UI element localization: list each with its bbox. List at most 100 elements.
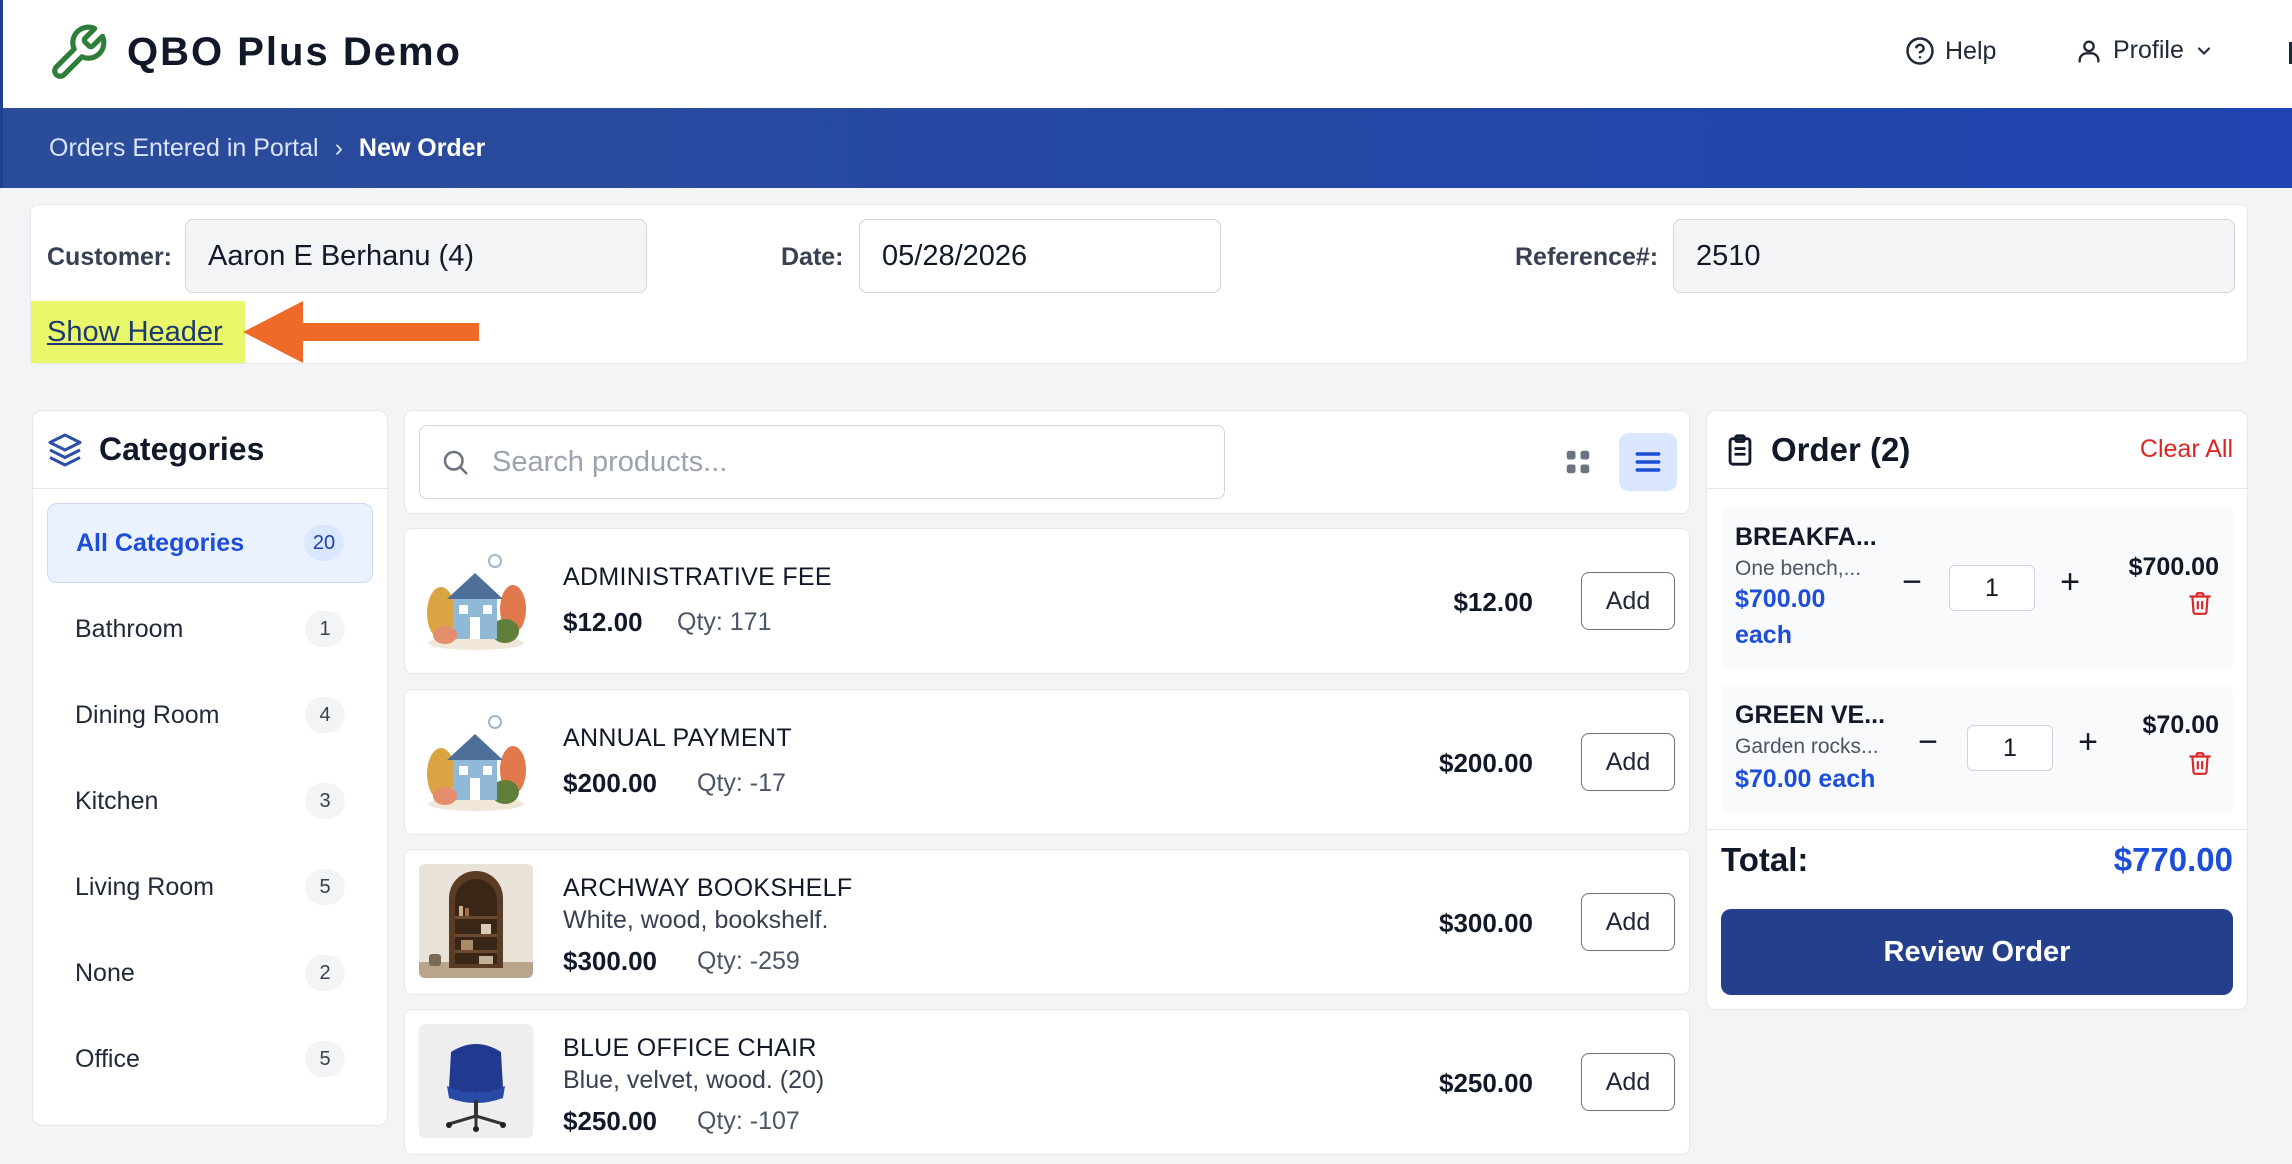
category-count-badge: 1 (305, 611, 345, 647)
total-value: $770.00 (2113, 841, 2233, 878)
wrench-icon (52, 24, 107, 79)
order-item-each-label: each (1735, 621, 1792, 649)
product-image (419, 864, 533, 978)
product-line-price: $300.00 (1439, 908, 1533, 938)
profile-menu[interactable]: Profile (2075, 36, 2214, 65)
grid-view-button[interactable] (1555, 439, 1601, 485)
house-illustration-icon (419, 543, 533, 657)
order-line-item: BREAKFA... One bench,... $700.00 each − 1… (1721, 507, 2233, 669)
product-image (419, 1024, 533, 1138)
product-qty: Qty: -17 (697, 769, 786, 797)
order-header-card: Customer: Aaron E Berhanu (4) Date: 05/2… (30, 204, 2248, 364)
house-illustration-icon (419, 704, 533, 818)
order-total-row: Total: $770.00 (1721, 841, 2233, 879)
category-label: Kitchen (75, 786, 159, 815)
user-icon (2078, 40, 2100, 63)
order-item-total: $70.00 (2142, 711, 2219, 739)
increase-qty-button[interactable]: + (2060, 563, 2080, 601)
product-price: $250.00 (563, 1106, 657, 1136)
order-item-unit-price: $70.00 each (1735, 765, 1876, 793)
product-price: $300.00 (563, 946, 657, 976)
product-toolbar: Search products... (404, 410, 1690, 514)
product-price: $200.00 (563, 768, 657, 798)
order-panel: Order (2) Clear All BREAKFA... One bench… (1706, 410, 2248, 1010)
reference-field[interactable]: 2510 (1673, 219, 2235, 293)
categories-title: Categories (99, 431, 265, 467)
show-header-highlight: Show Header (31, 301, 245, 363)
category-item-none[interactable]: None 2 (47, 933, 373, 1013)
breadcrumb-parent-link[interactable]: Orders Entered in Portal (49, 134, 319, 162)
product-price: $12.00 (563, 607, 643, 637)
category-item-bathroom[interactable]: Bathroom 1 (47, 589, 373, 669)
product-row: ADMINISTRATIVE FEE $12.00 Qty: 171 $12.0… (404, 528, 1690, 674)
top-bar: QBO Plus Demo Help Profile (0, 0, 2292, 108)
product-description: Blue, velvet, wood. (20) (563, 1066, 825, 1094)
add-product-button[interactable]: Add (1581, 733, 1675, 791)
quantity-input[interactable]: 1 (1949, 565, 2035, 611)
trash-icon[interactable] (2187, 749, 2213, 777)
breadcrumb-current: New Order (358, 134, 486, 162)
total-label: Total: (1721, 841, 1809, 878)
categories-header: Categories (33, 411, 387, 489)
add-product-button[interactable]: Add (1581, 572, 1675, 630)
customer-field[interactable]: Aaron E Berhanu (4) (185, 219, 647, 293)
product-row: ARCHWAY BOOKSHELF White, wood, bookshelf… (404, 849, 1690, 995)
category-count-badge: 3 (305, 783, 345, 819)
order-item-description: Garden rocks... (1735, 735, 1879, 758)
product-name: BLUE OFFICE CHAIR (563, 1034, 817, 1062)
menu-edge-indicator[interactable] (2289, 42, 2292, 64)
category-item-living-room[interactable]: Living Room 5 (47, 847, 373, 927)
help-circle-icon (1906, 37, 1934, 65)
search-input[interactable]: Search products... (419, 425, 1225, 499)
category-count-badge: 20 (304, 525, 344, 561)
order-item-description: One bench,... (1735, 557, 1862, 580)
categories-panel: Categories All Categories 20 Bathroom 1 Di… (32, 410, 388, 1126)
search-placeholder: Search products... (492, 445, 728, 478)
customer-label: Customer: (47, 243, 173, 271)
decrease-qty-button[interactable]: − (1918, 723, 1938, 761)
app-title: QBO Plus Demo (127, 30, 462, 74)
add-product-button[interactable]: Add (1581, 893, 1675, 951)
trash-icon[interactable] (2187, 589, 2213, 617)
category-label: Living Room (75, 872, 214, 901)
increase-qty-button[interactable]: + (2078, 723, 2098, 761)
order-item-name: BREAKFA... (1735, 523, 1877, 551)
breadcrumb-separator: › (334, 134, 343, 162)
annotation-arrow (243, 301, 479, 363)
category-item-dining-room[interactable]: Dining Room 4 (47, 675, 373, 755)
date-field[interactable]: 05/28/2026 (859, 219, 1221, 293)
category-item-office[interactable]: Office 5 (47, 1019, 373, 1099)
decrease-qty-button[interactable]: − (1902, 563, 1922, 601)
product-description: White, wood, bookshelf. (563, 906, 829, 934)
date-label: Date: (781, 243, 844, 271)
help-link[interactable]: Help (1905, 36, 1996, 66)
product-line-price: $12.00 (1453, 587, 1533, 617)
add-product-button[interactable]: Add (1581, 1053, 1675, 1111)
product-row: ANNUAL PAYMENT $200.00 Qty: -17 $200.00 … (404, 689, 1690, 835)
product-image (419, 704, 533, 818)
order-line-item: GREEN VE... Garden rocks... $70.00 each … (1721, 685, 2233, 813)
order-item-name: GREEN VE... (1735, 701, 1886, 729)
reference-label: Reference#: (1515, 243, 1659, 271)
list-view-icon (1635, 452, 1661, 472)
category-item-kitchen[interactable]: Kitchen 3 (47, 761, 373, 841)
product-row: BLUE OFFICE CHAIR Blue, velvet, wood. (2… (404, 1009, 1690, 1155)
product-line-price: $200.00 (1439, 748, 1533, 778)
breadcrumb-bar: Orders Entered in Portal › New Order (0, 108, 2292, 188)
order-item-total: $700.00 (2128, 553, 2219, 581)
product-qty: Qty: -107 (697, 1107, 800, 1135)
bookshelf-photo-icon (419, 864, 533, 978)
category-label: Dining Room (75, 700, 220, 729)
order-title: Order (2) (1771, 431, 1911, 468)
grid-view-icon (1566, 450, 1590, 474)
product-name: ADMINISTRATIVE FEE (563, 563, 832, 591)
category-item-all[interactable]: All Categories 20 (47, 503, 373, 583)
product-name: ARCHWAY BOOKSHELF (563, 874, 853, 902)
quantity-input[interactable]: 1 (1967, 725, 2053, 771)
list-view-button[interactable] (1619, 433, 1677, 491)
profile-label: Profile (2113, 36, 2184, 64)
show-header-link[interactable]: Show Header (47, 316, 223, 348)
category-label: Office (75, 1044, 140, 1073)
review-order-button[interactable]: Review Order (1721, 909, 2233, 995)
clear-all-button[interactable]: Clear All (2139, 435, 2233, 463)
